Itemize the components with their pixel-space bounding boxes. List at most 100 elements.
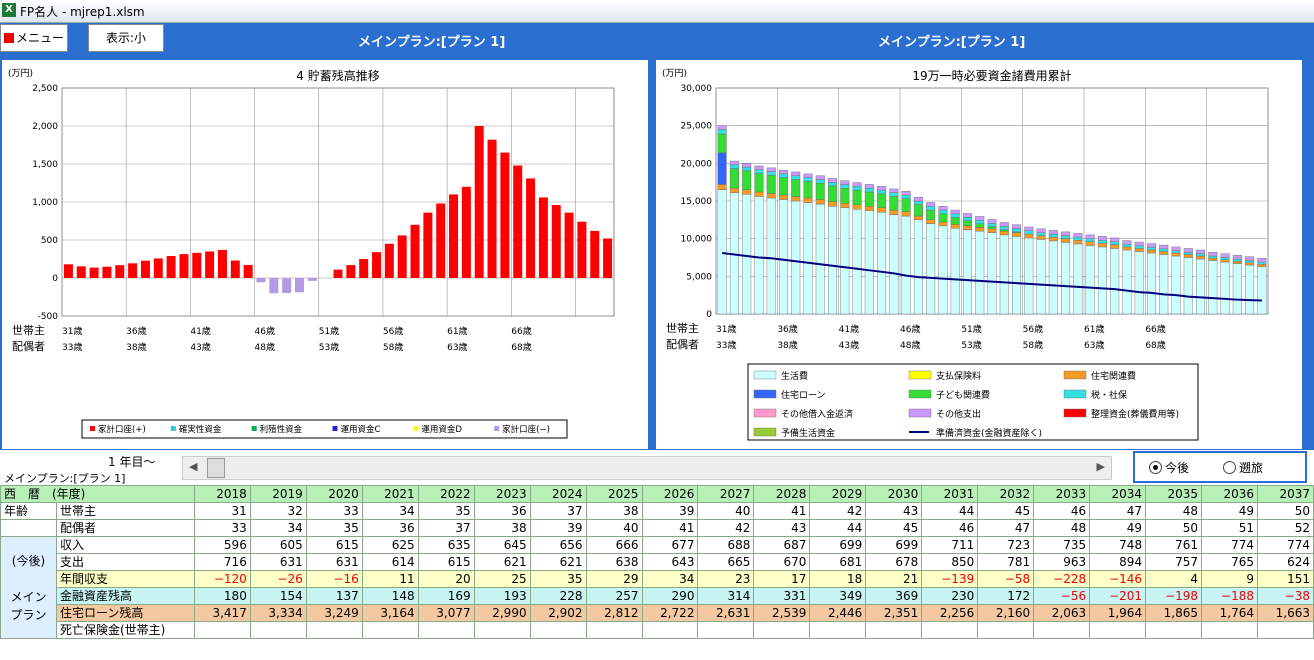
radio-past[interactable]: 遡旅 [1223, 459, 1263, 476]
cell-annual: −58 [977, 570, 1035, 588]
bar-税・社保 [742, 166, 752, 172]
death-label: 死亡保険金(世帯主) [55, 621, 195, 639]
bar-子ども関連費 [950, 217, 960, 225]
cell-finance: 228 [529, 587, 587, 605]
bar-税・社保 [1036, 232, 1046, 236]
year-cell: 2019 [249, 485, 307, 503]
year-cell: 2033 [1033, 485, 1091, 503]
bar-住宅関連費 [1048, 236, 1058, 242]
y-tick-label: 20,000 [681, 159, 713, 169]
bar-その他支出 [742, 163, 752, 168]
bar-家計口座(+) [564, 212, 574, 278]
cell-loan: 1,764 [1201, 604, 1258, 622]
bar-生活費 [766, 197, 776, 315]
bar-家計口座(−) [307, 278, 317, 281]
bar-その他支出 [1036, 228, 1046, 233]
cell-expense: 638 [585, 553, 643, 571]
y-unit-label: (万円) [662, 68, 687, 79]
scroll-right-arrow-icon[interactable]: ▶ [1096, 460, 1105, 473]
bar-税・社保 [791, 175, 801, 180]
scroll-left-arrow-icon[interactable]: ◀ [189, 460, 198, 473]
cell-age_main: 48 [1145, 502, 1203, 520]
bar-税・社保 [1122, 244, 1132, 248]
bar-住宅関連費 [1036, 235, 1046, 240]
legend-label: 整理資金(葬儀費用等) [1091, 408, 1179, 420]
bar-子ども関連費 [864, 191, 874, 207]
bar-生活費 [1257, 266, 1267, 315]
cell-loan: 1,964 [1089, 604, 1147, 622]
age-spouse-axis-title: 配偶者 [666, 338, 699, 351]
bar-税・社保 [815, 179, 825, 184]
bar-住宅関連費 [1061, 238, 1071, 243]
bar-家計口座(+) [423, 212, 433, 278]
view-size-button[interactable]: 表示:小 [88, 24, 164, 52]
bar-住宅関連費 [1146, 249, 1156, 254]
bar-住宅関連費 [1110, 244, 1120, 249]
x-tick-main: 61歳 [447, 325, 467, 337]
bar-家計口座(+) [410, 224, 420, 278]
cell-age_spouse: 38 [473, 519, 531, 537]
bar-住宅関連費 [938, 221, 948, 227]
bar-生活費 [1085, 245, 1095, 315]
legend-label: その他支出 [936, 408, 981, 420]
cell-expense: 624 [1256, 553, 1314, 571]
cell-expense: 681 [809, 553, 867, 571]
cell-annual: 25 [473, 570, 531, 588]
x-tick-main: 41歳 [839, 323, 859, 335]
cell-age_main: 47 [1089, 502, 1147, 520]
year-scrollbar[interactable]: ◀ ▶ [182, 456, 1112, 480]
bar-税・社保 [1183, 252, 1193, 255]
bar-家計口座(+) [192, 252, 202, 278]
cell-age_main: 42 [809, 502, 867, 520]
cell-annual: 18 [809, 570, 867, 588]
legend-label: 確実性資金 [179, 424, 222, 435]
cell-annual: 29 [585, 570, 643, 588]
cell-income: 635 [417, 536, 475, 554]
year-offset-label: 1 年目〜 [108, 455, 156, 469]
radio-future[interactable]: 今後 [1149, 459, 1189, 476]
menu-button[interactable]: メニュー [0, 24, 68, 52]
y-tick-label: 10,000 [681, 235, 713, 245]
age-main-axis-title: 世帯主 [666, 322, 699, 335]
scrollbar-thumb[interactable] [207, 458, 225, 478]
cell-income: 625 [361, 536, 419, 554]
cell-annual: 35 [529, 570, 587, 588]
bar-家計口座(+) [500, 152, 510, 278]
legend-swatch [908, 389, 932, 399]
bar-生活費 [1012, 236, 1022, 315]
bar-その他支出 [828, 178, 838, 183]
bar-家計口座(+) [538, 197, 548, 278]
x-tick-main: 46歳 [900, 323, 920, 335]
bar-住宅ローン [717, 152, 727, 185]
annual-label: 年間収支 [55, 570, 195, 588]
x-tick-spouse: 38歳 [126, 341, 146, 353]
x-tick-spouse: 48歳 [900, 339, 920, 351]
bar-その他支出 [729, 160, 739, 166]
x-tick-spouse: 53歳 [319, 341, 339, 353]
y-tick-label: 2,000 [32, 122, 58, 132]
bar-住宅関連費 [754, 191, 764, 197]
expense-chart: (万円) 19万一時必要資金諸費用累計 0 5,000 10,000 15,000 20,0… [662, 68, 1269, 441]
bar-生活費 [1122, 249, 1132, 315]
year-cell: 2035 [1145, 485, 1203, 503]
bar-家計口座(+) [526, 178, 536, 278]
cell-expense: 614 [361, 553, 419, 571]
bar-子ども関連費 [889, 196, 899, 211]
bar-税・社保 [962, 216, 972, 221]
bar-住宅関連費 [1012, 232, 1022, 237]
bar-家計口座(+) [63, 264, 73, 278]
bar-その他支出 [1061, 231, 1071, 236]
bar-生活費 [717, 189, 727, 315]
age-main-label: 世帯主 [55, 502, 195, 520]
plan-title-right: メインプラン:[プラン 1] [878, 35, 1026, 50]
expense-label: 支出 [55, 553, 195, 571]
x-tick-spouse: 43歳 [839, 339, 859, 351]
bar-税・社保 [754, 169, 764, 174]
y-tick-label: 30,000 [681, 84, 713, 94]
cell-income: 723 [977, 536, 1035, 554]
cell-income: 774 [1201, 536, 1258, 554]
bar-子ども関連費 [803, 181, 813, 199]
cell-income: 688 [697, 536, 755, 554]
cell-finance: 148 [361, 587, 419, 605]
cell-loan: 1,663 [1256, 604, 1314, 622]
